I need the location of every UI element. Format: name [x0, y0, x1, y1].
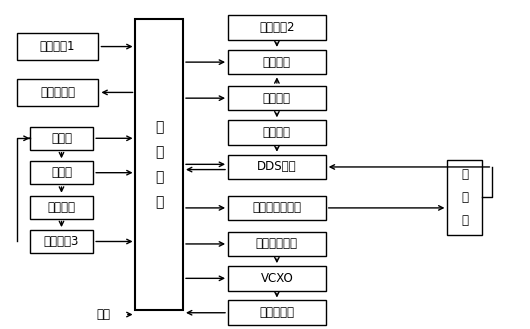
Bar	[30, 196, 93, 218]
Bar	[447, 160, 482, 235]
Text: 步进纠偏量控制: 步进纠偏量控制	[252, 201, 302, 215]
Bar	[228, 266, 326, 291]
Bar	[30, 127, 93, 150]
Bar	[30, 230, 93, 253]
Text: 功率放大器: 功率放大器	[40, 86, 75, 99]
Bar	[228, 155, 326, 179]
Text: 信
号
源: 信 号 源	[461, 168, 468, 227]
Text: 隔离放大器: 隔离放大器	[259, 306, 294, 319]
Text: 光电检测2: 光电检测2	[259, 21, 295, 34]
Text: 漂移运算处理: 漂移运算处理	[256, 238, 298, 250]
Bar	[228, 50, 326, 74]
Text: 光电检测3: 光电检测3	[44, 235, 79, 248]
Text: 同步鉴相: 同步鉴相	[263, 56, 291, 69]
Bar	[228, 120, 326, 145]
Text: 信号产生: 信号产生	[263, 92, 291, 105]
Text: 光隔离器: 光隔离器	[48, 201, 75, 214]
Text: VCXO: VCXO	[261, 272, 293, 285]
Text: 门阵列: 门阵列	[51, 166, 72, 179]
Bar	[228, 232, 326, 256]
Bar	[136, 19, 183, 310]
Text: 设置: 设置	[97, 308, 111, 321]
Text: 相位移动: 相位移动	[263, 126, 291, 139]
Bar	[16, 34, 99, 60]
Bar	[228, 86, 326, 111]
Text: 与运算: 与运算	[51, 132, 72, 145]
Text: 处
理
单
元: 处 理 单 元	[155, 120, 163, 209]
Bar	[30, 161, 93, 184]
Bar	[228, 15, 326, 40]
Bar	[228, 196, 326, 220]
Text: DDS电路: DDS电路	[257, 161, 297, 173]
Bar	[228, 300, 326, 325]
Text: 光电检测1: 光电检测1	[40, 40, 75, 53]
Bar	[16, 79, 99, 106]
